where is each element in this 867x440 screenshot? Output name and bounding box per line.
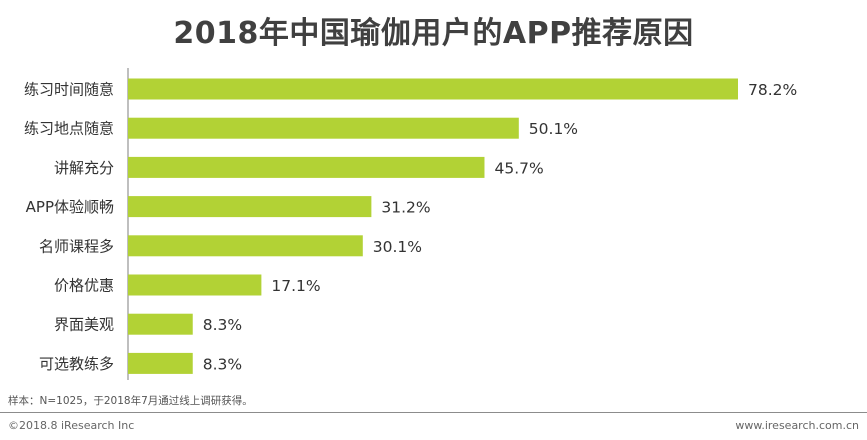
category-label: APP体验顺畅	[26, 198, 114, 216]
value-label: 31.2%	[381, 199, 430, 217]
value-label: 8.3%	[203, 355, 242, 373]
value-label: 45.7%	[494, 159, 543, 177]
bar	[128, 117, 519, 139]
value-label: 8.3%	[203, 316, 242, 334]
value-label: 78.2%	[748, 81, 797, 99]
category-label: 价格优惠	[54, 277, 114, 295]
footer-divider	[0, 412, 867, 413]
value-label: 17.1%	[271, 277, 320, 295]
bar	[128, 235, 363, 257]
category-label: 名师课程多	[39, 237, 114, 255]
bar	[128, 78, 738, 100]
chart-title: 2018年中国瑜伽用户的APP推荐原因	[173, 16, 694, 51]
value-label: 50.1%	[529, 120, 578, 138]
bar	[128, 313, 193, 335]
category-label: 界面美观	[54, 316, 114, 334]
category-label: 练习时间随意	[24, 81, 114, 99]
bars	[128, 78, 738, 374]
value-label: 30.1%	[373, 238, 422, 256]
bar	[128, 196, 372, 218]
category-label: 讲解充分	[54, 159, 114, 177]
category-label: 练习地点随意	[24, 120, 114, 138]
bar	[128, 274, 262, 296]
website-text: www.iresearch.com.cn	[735, 419, 859, 432]
sample-footnote: 样本：N=1025，于2018年7月通过线上调研获得。	[8, 395, 253, 407]
bar	[128, 156, 485, 178]
copyright-text: ©2018.8 iResearch Inc	[8, 419, 135, 432]
value-labels: 78.2% 50.1% 45.7% 31.2% 30.1% 17.1% 8.3% 8.3%	[203, 81, 798, 373]
category-label: 可选教练多	[39, 355, 114, 373]
bar	[128, 352, 193, 374]
